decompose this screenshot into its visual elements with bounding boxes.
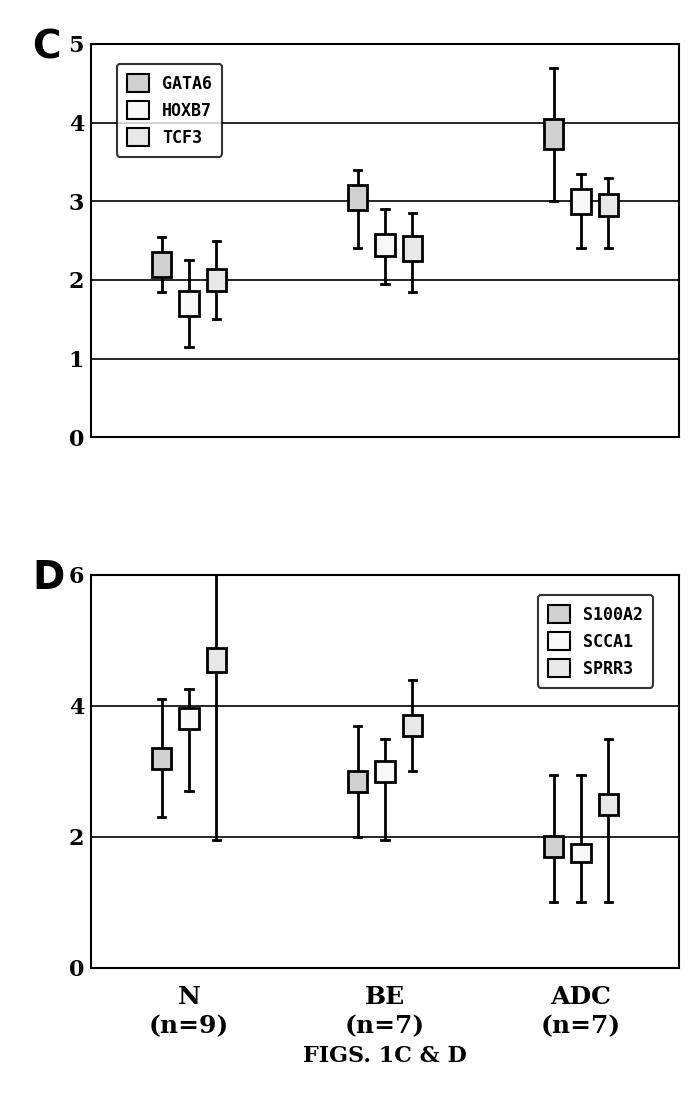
- Bar: [571, 189, 591, 213]
- Bar: [152, 748, 172, 769]
- Legend: S100A2, SCCA1, SPRR3: S100A2, SCCA1, SPRR3: [538, 595, 653, 688]
- Bar: [544, 836, 564, 857]
- Legend: GATA6, HOXB7, TCF3: GATA6, HOXB7, TCF3: [117, 64, 222, 157]
- Bar: [152, 252, 172, 277]
- Bar: [598, 195, 618, 217]
- Bar: [544, 120, 564, 150]
- Bar: [402, 235, 422, 261]
- Bar: [206, 268, 226, 290]
- Text: FIGS. 1C & D: FIGS. 1C & D: [303, 1045, 467, 1067]
- Bar: [206, 648, 226, 672]
- Bar: [348, 771, 368, 792]
- Bar: [179, 708, 199, 729]
- Bar: [598, 794, 618, 815]
- Bar: [348, 185, 368, 210]
- Bar: [375, 761, 395, 782]
- Bar: [179, 290, 199, 316]
- Text: C: C: [32, 29, 61, 66]
- Bar: [571, 844, 591, 862]
- Bar: [402, 715, 422, 736]
- Text: D: D: [32, 559, 64, 597]
- Bar: [375, 233, 395, 255]
